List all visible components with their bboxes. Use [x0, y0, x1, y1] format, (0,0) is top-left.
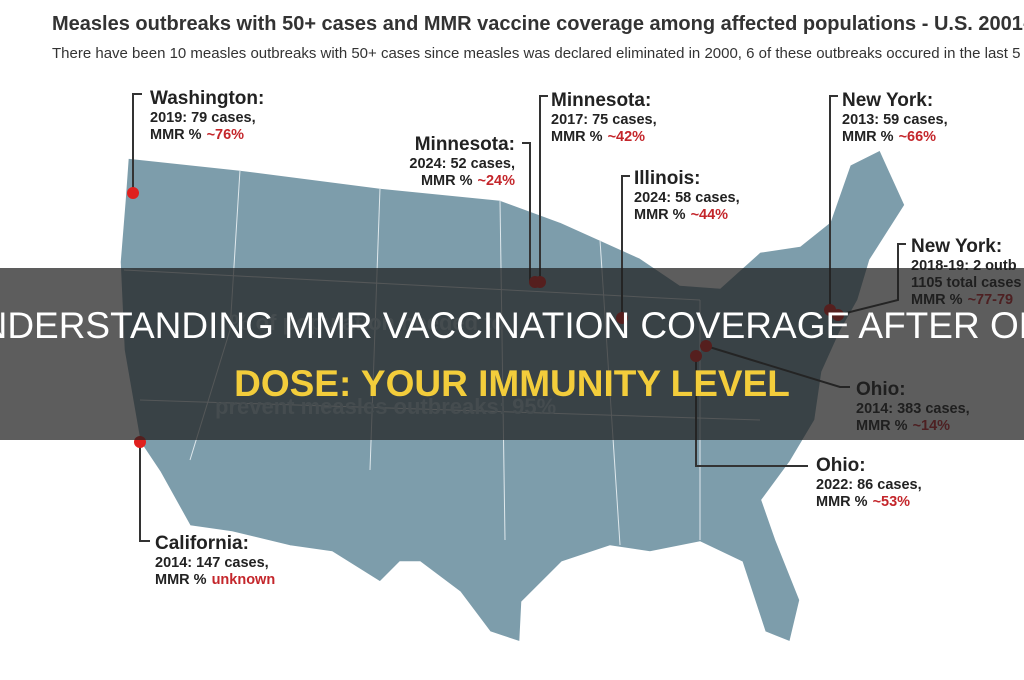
mmr-value: ~66% — [899, 129, 937, 145]
callout-detail: 2013: 59 cases, — [842, 112, 948, 128]
callout-title: Illinois: — [634, 168, 701, 189]
outbreak-dot — [127, 187, 139, 199]
banner — [0, 268, 1024, 440]
callout-title: New York: — [842, 90, 933, 111]
leader-line — [139, 442, 150, 542]
callout-detail: 2024: 52 cases, — [409, 156, 515, 172]
callout-detail: 2014: 147 cases, — [155, 555, 269, 571]
mmr-value: unknown — [212, 572, 276, 588]
banner-line: UNDERSTANDING MMR VACCINATION COVERAGE A… — [0, 305, 1024, 346]
mmr-label: MMR % — [842, 129, 894, 145]
callout-detail: 2024: 58 cases, — [634, 190, 740, 206]
leader-line — [829, 95, 838, 310]
mmr-label: MMR % — [634, 207, 686, 223]
mmr-value: ~53% — [873, 494, 911, 510]
mmr-value: ~76% — [207, 127, 245, 143]
callout-mmr: MMR % ~76% — [150, 127, 244, 143]
callout-detail: 2022: 86 cases, — [816, 477, 922, 493]
mmr-value: ~24% — [478, 173, 516, 189]
title: Measles outbreaks with 50+ cases and MMR… — [52, 13, 1024, 35]
callout-title: California: — [155, 533, 249, 554]
mmr-label: MMR % — [150, 127, 202, 143]
mmr-value: ~42% — [608, 129, 646, 145]
callout-mmr: MMR % ~44% — [634, 207, 728, 223]
mmr-label: MMR % — [155, 572, 207, 588]
callout-mmr: MMR % ~24% — [421, 173, 515, 189]
callout-title: Ohio: — [816, 455, 866, 476]
callout-mmr: MMR % unknown — [155, 572, 275, 588]
callout-title: Minnesota: — [415, 134, 515, 155]
mmr-label: MMR % — [421, 173, 473, 189]
leader-line — [522, 142, 531, 282]
mmr-label: MMR % — [551, 129, 603, 145]
mmr-value: ~44% — [691, 207, 729, 223]
callouts: Washington:2019: 79 cases,MMR % ~76% Minne… — [127, 88, 1021, 588]
callout-detail: 2017: 75 cases, — [551, 112, 657, 128]
callout-title: Washington: — [150, 88, 264, 109]
callout-mmr: MMR % ~66% — [842, 129, 936, 145]
callout-mmr: MMR % ~53% — [816, 494, 910, 510]
callout-detail: 2019: 79 cases, — [150, 110, 256, 126]
banner-line: DOSE: YOUR IMMUNITY LEVEL — [234, 363, 790, 404]
subtitle: There have been 10 measles outbreaks wit… — [52, 45, 1024, 62]
leader-line — [132, 93, 142, 193]
mmr-label: MMR % — [816, 494, 868, 510]
callout-title: New York: — [911, 236, 1002, 257]
callout-title: Minnesota: — [551, 90, 651, 111]
leader-line — [539, 95, 548, 282]
callout-mmr: MMR % ~42% — [551, 129, 645, 145]
